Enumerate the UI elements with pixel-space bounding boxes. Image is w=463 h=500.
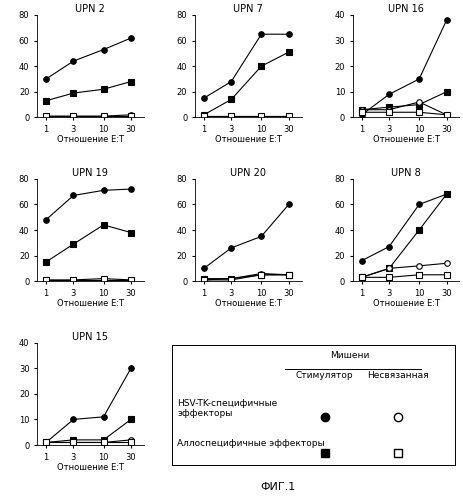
Title: UPN 7: UPN 7 [233, 4, 263, 14]
X-axis label: Отношение E:T: Отношение E:T [57, 299, 124, 308]
Text: ФИГ.1: ФИГ.1 [260, 482, 295, 492]
X-axis label: Отношение E:T: Отношение E:T [214, 299, 281, 308]
Title: UPN 20: UPN 20 [230, 168, 266, 178]
Text: Мишени: Мишени [330, 351, 369, 360]
Text: Аллоспецифичные эффекторы: Аллоспецифичные эффекторы [177, 438, 324, 448]
Title: UPN 15: UPN 15 [72, 332, 108, 342]
Text: HSV-TK-специфичные
эффекторы: HSV-TK-специфичные эффекторы [177, 399, 277, 418]
X-axis label: Отношение E:T: Отношение E:T [372, 299, 438, 308]
Text: Несвязанная: Несвязанная [367, 372, 428, 380]
X-axis label: Отношение E:T: Отношение E:T [214, 136, 281, 144]
Title: UPN 16: UPN 16 [387, 4, 423, 14]
Title: UPN 2: UPN 2 [75, 4, 105, 14]
Title: UPN 19: UPN 19 [72, 168, 108, 178]
X-axis label: Отношение E:T: Отношение E:T [372, 136, 438, 144]
X-axis label: Отношение E:T: Отношение E:T [57, 463, 124, 472]
Text: Стимулятор: Стимулятор [295, 372, 352, 380]
Title: UPN 8: UPN 8 [390, 168, 420, 178]
X-axis label: Отношение E:T: Отношение E:T [57, 136, 124, 144]
